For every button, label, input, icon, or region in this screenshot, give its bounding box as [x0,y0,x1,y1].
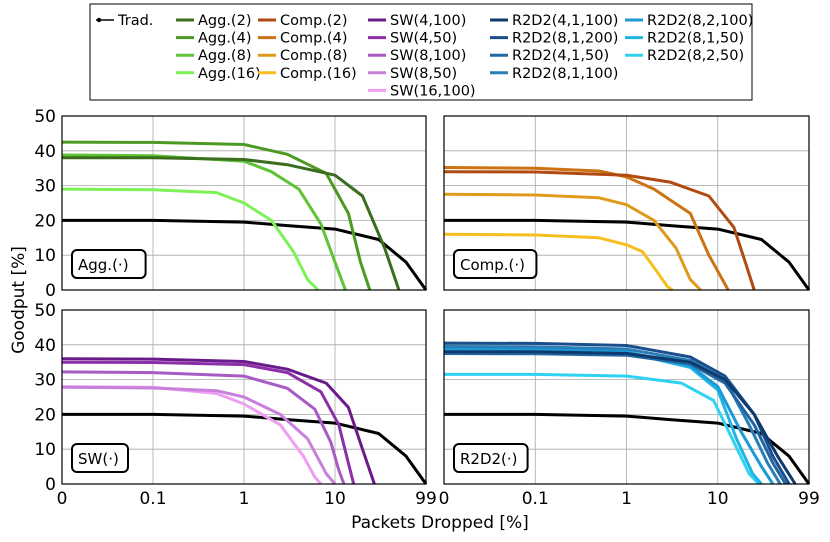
y-tick-label: 50 [34,301,56,321]
panel-frame [443,309,810,485]
legend-entry: R2D2(8,2,100) [647,13,753,29]
panel: 0 0.1 1 10 99 R2D2(·) [439,309,820,509]
legend-entry: SW(8,100) [390,48,466,64]
x-tick-label: 99 [415,489,437,509]
series-line [444,218,811,291]
legend-entry: Agg.(2) [198,13,251,29]
x-axis-title: Packets Dropped [%] [351,513,529,533]
legend-entry: Comp.(16) [280,66,357,82]
x-tick-label: 0 [57,489,68,509]
series-line [62,412,428,485]
series-line [61,140,372,291]
x-tick-label: 1 [621,489,632,509]
series-line [61,187,320,292]
panel: 0 10 20 30 40 50 0 0.1 1 10 99 SW(·) [34,301,436,509]
y-tick-label: 40 [34,336,56,356]
x-tick-label: 10 [324,489,346,509]
legend-entry: R2D2(4,1,100) [512,13,618,29]
y-tick-label: 10 [34,440,56,460]
legend: Trad. Agg.(2) Agg.(4)Agg.(8) Agg.(16) Comp.(… [89,3,753,101]
y-tick-label: 40 [34,142,56,162]
legend-entry: SW(4,50) [390,31,457,47]
series-line [443,170,756,291]
legend-entry: R2D2(8,1,200) [512,31,618,47]
x-tick-label: 10 [707,489,729,509]
panel-label: R2D2(·) [460,450,518,468]
series-line [62,156,401,291]
panel-frame [443,115,810,291]
panel-frame [61,115,427,291]
series-line [61,385,337,485]
panel: 0 10 20 30 40 50 Agg.(·) [34,107,428,301]
panel-label-box [453,443,529,473]
series-line [443,192,702,292]
series-line [443,341,791,485]
legend-entry: R2D2(4,1,50) [512,48,609,64]
legend-entry: Comp.(2) [280,13,347,29]
panel-label: SW(·) [78,450,119,468]
series-line [61,370,346,485]
series-line [443,352,787,485]
series-line [444,350,797,485]
x-tick-label: 0.1 [522,489,549,509]
panel: Comp.(·) [443,115,811,292]
y-tick-label: 30 [34,177,56,197]
y-tick-label: 50 [34,107,56,127]
legend-marker [96,17,102,23]
legend-entry: Trad. [117,13,153,29]
y-tick-label: 10 [34,246,56,266]
legend-entry: SW(4,100) [390,13,466,29]
series-line [444,412,811,485]
y-tick-label: 0 [45,281,56,301]
x-tick-label: 0 [439,489,450,509]
panel-label: Comp.(·) [460,256,525,274]
legend-entry: SW(8,50) [390,66,457,82]
legend-entry: Agg.(16) [198,66,261,82]
y-axis-title: Goodput [%] [9,246,29,354]
y-tick-label: 0 [45,475,56,495]
legend-entry: SW(16,100) [390,83,476,99]
panel-label-box [71,443,129,473]
y-tick-label: 30 [34,371,56,391]
panel-label-box [71,249,147,279]
x-tick-label: 1 [239,489,250,509]
legend-entry: Agg.(8) [198,48,251,64]
series-line [443,166,730,291]
series-line [61,360,356,485]
y-tick-label: 20 [34,405,56,425]
legend-entry: R2D2(8,1,100) [512,66,618,82]
series-line [443,346,775,485]
x-tick-label: 99 [798,489,820,509]
legend-entry: R2D2(8,1,50) [647,31,744,47]
x-tick-label: 0.1 [139,489,166,509]
legend-entry: Agg.(4) [198,31,251,47]
panel-label-box [453,249,538,279]
series-line [443,232,674,292]
legend-entry: Comp.(4) [280,31,347,47]
series-line [61,357,376,485]
legend-entry: Comp.(8) [280,48,347,64]
panel-frame [61,309,427,485]
series-line [62,218,428,291]
series-line [444,372,760,486]
panel-label: Agg.(·) [78,256,129,274]
legend-entry: R2D2(8,2,50) [647,48,744,64]
y-tick-label: 20 [34,211,56,231]
